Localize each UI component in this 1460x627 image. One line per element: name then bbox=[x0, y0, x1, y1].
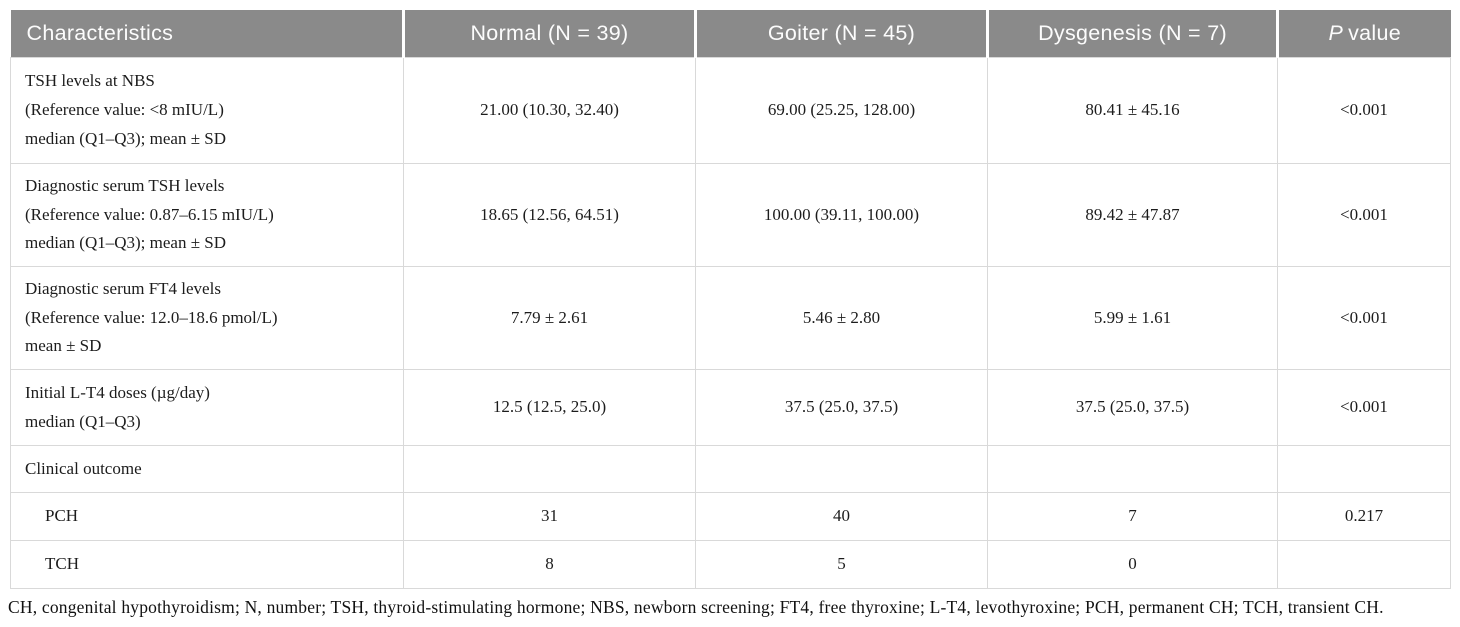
cell-normal: 21.00 (10.30, 32.40) bbox=[403, 57, 696, 164]
cell-goiter: 37.5 (25.0, 37.5) bbox=[695, 369, 988, 446]
cell-dysgenesis: 5.99 ± 1.61 bbox=[987, 266, 1278, 370]
cell-characteristic: Clinical outcome bbox=[10, 445, 404, 493]
table-header-row: Characteristics Normal (N = 39) Goiter (… bbox=[10, 10, 1451, 58]
cell-p-value bbox=[1277, 445, 1451, 493]
p-value-label: value bbox=[1348, 21, 1402, 45]
cell-goiter: 69.00 (25.25, 128.00) bbox=[695, 57, 988, 164]
cell-normal: 7.79 ± 2.61 bbox=[403, 266, 696, 370]
cell-dysgenesis: 89.42 ± 47.87 bbox=[987, 163, 1278, 267]
cell-characteristic: TCH bbox=[10, 540, 404, 589]
table-row-pch: PCH 31 40 7 0.217 bbox=[10, 492, 1451, 541]
table-row-lt4-doses: Initial L-T4 doses (µg/day) median (Q1–Q… bbox=[10, 369, 1451, 446]
cell-p-value: <0.001 bbox=[1277, 266, 1451, 370]
cell-characteristic: Diagnostic serum TSH levels (Reference v… bbox=[10, 163, 404, 267]
cell-normal: 31 bbox=[403, 492, 696, 541]
cell-p-value: <0.001 bbox=[1277, 57, 1451, 164]
cell-p-value: <0.001 bbox=[1277, 163, 1451, 267]
p-value-italic-label: P bbox=[1328, 21, 1344, 45]
cell-dysgenesis: 80.41 ± 45.16 bbox=[987, 57, 1278, 164]
header-cell-goiter: Goiter (N = 45) bbox=[695, 10, 989, 58]
cell-p-value: <0.001 bbox=[1277, 369, 1451, 446]
cell-characteristic: PCH bbox=[10, 492, 404, 541]
cell-characteristic: Diagnostic serum FT4 levels (Reference v… bbox=[10, 266, 404, 370]
cell-goiter: 5 bbox=[695, 540, 988, 589]
cell-dysgenesis: 7 bbox=[987, 492, 1278, 541]
cell-characteristic: TSH levels at NBS (Reference value: <8 m… bbox=[10, 57, 404, 164]
cell-dysgenesis: 0 bbox=[987, 540, 1278, 589]
table-row-tsh-nbs: TSH levels at NBS (Reference value: <8 m… bbox=[10, 57, 1451, 164]
cell-dysgenesis bbox=[987, 445, 1278, 493]
cell-p-value: 0.217 bbox=[1277, 492, 1451, 541]
cell-normal: 18.65 (12.56, 64.51) bbox=[403, 163, 696, 267]
cell-p-value bbox=[1277, 540, 1451, 589]
characteristics-table: Characteristics Normal (N = 39) Goiter (… bbox=[10, 10, 1451, 589]
table-row-diagnostic-tsh: Diagnostic serum TSH levels (Reference v… bbox=[10, 163, 1451, 267]
cell-normal bbox=[403, 445, 696, 493]
header-cell-dysgenesis: Dysgenesis (N = 7) bbox=[987, 10, 1279, 58]
cell-goiter bbox=[695, 445, 988, 493]
cell-dysgenesis: 37.5 (25.0, 37.5) bbox=[987, 369, 1278, 446]
header-cell-normal: Normal (N = 39) bbox=[403, 10, 697, 58]
header-cell-characteristics: Characteristics bbox=[10, 10, 405, 58]
cell-goiter: 100.00 (39.11, 100.00) bbox=[695, 163, 988, 267]
table-footnote: CH, congenital hypothyroidism; N, number… bbox=[8, 597, 1384, 617]
cell-normal: 8 bbox=[403, 540, 696, 589]
cell-characteristic: Initial L-T4 doses (µg/day) median (Q1–Q… bbox=[10, 369, 404, 446]
cell-goiter: 5.46 ± 2.80 bbox=[695, 266, 988, 370]
table-row-diagnostic-ft4: Diagnostic serum FT4 levels (Reference v… bbox=[10, 266, 1451, 370]
cell-normal: 12.5 (12.5, 25.0) bbox=[403, 369, 696, 446]
cell-goiter: 40 bbox=[695, 492, 988, 541]
table-row-clinical-outcome: Clinical outcome bbox=[10, 445, 1451, 493]
table-row-tch: TCH 8 5 0 bbox=[10, 540, 1451, 589]
